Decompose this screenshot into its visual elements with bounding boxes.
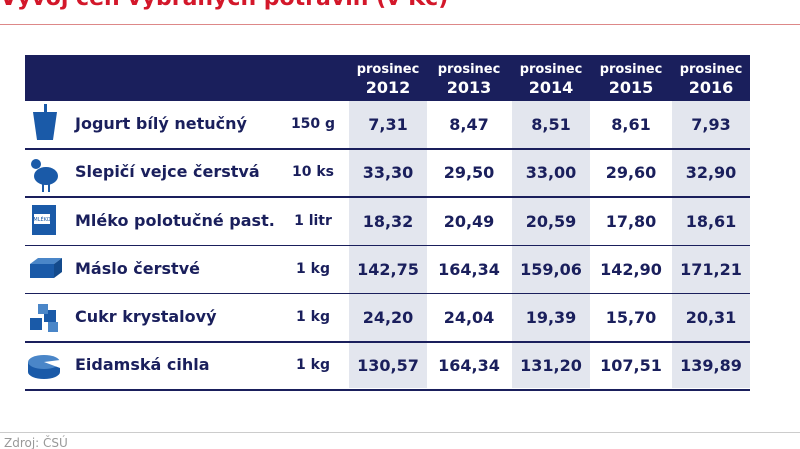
price: 18,61 xyxy=(685,211,737,231)
column-header-month: prosinec xyxy=(519,62,583,77)
icon-milk: MLÉKO xyxy=(32,205,56,235)
price: 15,70 xyxy=(605,307,657,327)
row-unit: 150 g xyxy=(290,116,336,133)
row-unit: 10 ks xyxy=(292,164,334,181)
row-unit: 1 kg xyxy=(296,260,330,277)
column-header-year: 2012 xyxy=(365,78,411,97)
footer-rule xyxy=(0,432,800,433)
column-header-year: 2013 xyxy=(446,78,492,97)
row-name: Jogurt bílý netučný xyxy=(75,114,247,134)
price: 33,00 xyxy=(525,163,577,183)
price: 164,34 xyxy=(438,356,500,376)
price: 107,51 xyxy=(600,356,662,376)
row-name: Mléko polotučné past. xyxy=(75,210,275,230)
price: 131,20 xyxy=(520,356,582,376)
price: 7,31 xyxy=(368,115,408,135)
source: Zdroj: ČSÚ xyxy=(4,436,68,449)
price: 171,21 xyxy=(680,259,742,279)
icon-milk-label: MLÉKO xyxy=(33,215,50,223)
icon-hen xyxy=(31,159,58,192)
icon-cheese xyxy=(28,355,60,379)
title: Vývoj cen vybraných potravin (v Kč) xyxy=(0,0,448,11)
price: 139,89 xyxy=(680,356,742,376)
column-header-year: 2015 xyxy=(608,78,654,97)
price: 159,06 xyxy=(520,259,582,279)
title-rule xyxy=(0,24,800,25)
price: 142,75 xyxy=(357,259,419,279)
row-separator xyxy=(25,341,750,343)
column-header-year: 2014 xyxy=(528,78,574,97)
price: 8,61 xyxy=(611,115,651,135)
price: 20,31 xyxy=(685,307,737,327)
row-name: Slepičí vejce čerstvá xyxy=(75,162,260,182)
column-header-year: 2016 xyxy=(688,78,734,97)
price: 8,47 xyxy=(449,115,489,135)
column-header-month: prosinec xyxy=(437,62,501,77)
price: 7,93 xyxy=(691,115,731,135)
price: 24,04 xyxy=(443,307,495,327)
icon-butter xyxy=(30,258,62,278)
price: 142,90 xyxy=(600,259,662,279)
price: 18,32 xyxy=(362,211,414,231)
price: 164,34 xyxy=(438,259,500,279)
icon-yogurt xyxy=(33,104,57,140)
row-unit: 1 kg xyxy=(296,308,330,325)
column-header-month: prosinec xyxy=(356,62,420,77)
column-header-month: prosinec xyxy=(679,62,743,77)
price: 17,80 xyxy=(605,211,657,231)
table-header xyxy=(25,55,750,101)
price: 32,90 xyxy=(685,163,737,183)
row-unit: 1 kg xyxy=(296,357,330,374)
price: 20,59 xyxy=(525,211,577,231)
row-name: Cukr krystalový xyxy=(75,306,217,326)
row-separator xyxy=(25,196,750,198)
row-unit: 1 litr xyxy=(294,212,332,229)
row-separator xyxy=(25,244,750,247)
price: 8,51 xyxy=(531,115,571,135)
price: 19,39 xyxy=(525,307,577,327)
column-header-month: prosinec xyxy=(599,62,663,77)
row-name: Máslo čerstvé xyxy=(75,258,200,278)
price: 20,49 xyxy=(443,211,495,231)
row-separator xyxy=(25,292,750,295)
row-separator xyxy=(25,389,750,391)
row-separator xyxy=(25,148,750,150)
price: 29,50 xyxy=(443,163,495,183)
price: 33,30 xyxy=(362,163,414,183)
icon-sugar xyxy=(30,304,58,332)
price: 130,57 xyxy=(357,356,419,376)
price: 24,20 xyxy=(362,307,414,327)
price: 29,60 xyxy=(605,163,657,183)
row-name: Eidamská cihla xyxy=(75,355,210,375)
